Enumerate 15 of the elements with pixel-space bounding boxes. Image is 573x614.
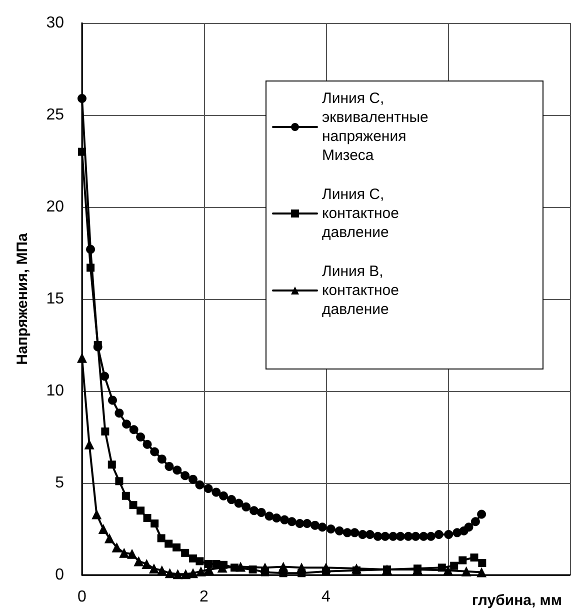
y-tick-label: 15 <box>46 290 64 308</box>
x-axis-title: глубина, мм <box>472 592 562 609</box>
legend-label: Линия С, эквивалентные напряжения Мизеса <box>322 90 433 164</box>
y-tick-label: 20 <box>46 198 64 216</box>
x-tick-label: 2 <box>200 588 209 606</box>
y-tick-label: 0 <box>55 566 64 584</box>
y-axis-title: Напряжения, МПа <box>14 232 31 365</box>
y-tick-label: 10 <box>46 382 64 400</box>
y-tick-label: 5 <box>55 474 64 492</box>
y-tick-label: 25 <box>46 106 64 124</box>
legend-label: Линия В, контактное давление <box>322 263 404 318</box>
x-tick-label: 4 <box>322 588 331 606</box>
x-tick-label: 0 <box>78 588 87 606</box>
y-tick-label: 30 <box>46 14 64 32</box>
legend-label: Линия С, контактное давление <box>322 186 404 241</box>
